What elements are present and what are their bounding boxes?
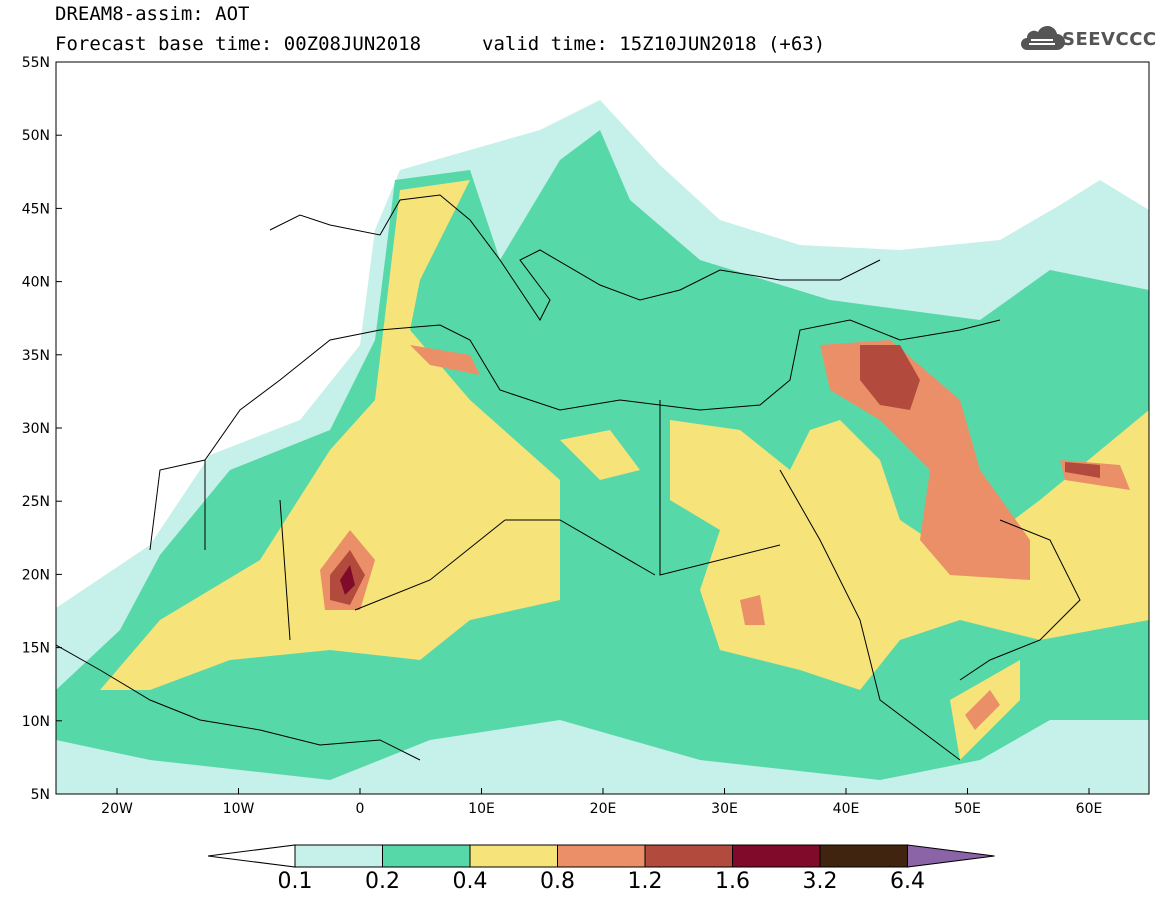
colorbar-high-arrow bbox=[907, 844, 995, 868]
lat-label: 50N bbox=[22, 128, 50, 144]
cloud-icon bbox=[1021, 25, 1065, 50]
colorbar-bin bbox=[819, 844, 908, 868]
lon-label: 20E bbox=[590, 801, 617, 817]
aot-field bbox=[56, 62, 1149, 794]
lon-label: 60E bbox=[1076, 801, 1103, 817]
lon-label: 10W bbox=[223, 801, 255, 817]
lat-label: 5N bbox=[31, 787, 50, 803]
colorbar-label: 1.2 bbox=[627, 869, 663, 894]
colorbar-low-arrow bbox=[207, 844, 296, 868]
lat-label: 15N bbox=[22, 641, 50, 657]
colorbar-bin bbox=[469, 844, 558, 868]
lat-label: 45N bbox=[22, 201, 50, 217]
colorbar-bin bbox=[382, 844, 471, 868]
coastlines bbox=[56, 194, 1081, 761]
lon-label: 30E bbox=[711, 801, 738, 817]
lat-label: 10N bbox=[22, 714, 50, 730]
colorbar-bin bbox=[557, 844, 646, 868]
lat-label: 55N bbox=[22, 55, 50, 71]
colorbar-label: 0.2 bbox=[365, 869, 400, 894]
map-title: DREAM8-assim: AOT bbox=[55, 3, 250, 25]
lon-label: 40E bbox=[833, 801, 860, 817]
colorbar-bin bbox=[644, 844, 733, 868]
logo-text: SEEVCCC bbox=[1062, 29, 1157, 50]
lat-label: 20N bbox=[22, 567, 50, 583]
lat-label: 30N bbox=[22, 421, 50, 437]
lon-label: 20W bbox=[101, 801, 133, 817]
lon-label: 0 bbox=[356, 801, 365, 817]
colorbar-label: 0.8 bbox=[540, 869, 575, 894]
lat-label: 25N bbox=[22, 494, 50, 510]
valid-time: valid time: 15Z10JUN2018 (+63) bbox=[482, 33, 826, 55]
colorbar bbox=[207, 844, 995, 868]
lon-label: 10E bbox=[468, 801, 495, 817]
colorbar-label: 1.6 bbox=[715, 869, 750, 894]
colorbar-label: 0.1 bbox=[277, 869, 313, 894]
lat-label: 35N bbox=[22, 348, 50, 364]
colorbar-label: 6.4 bbox=[890, 869, 925, 894]
lon-label: 50E bbox=[954, 801, 981, 817]
colorbar-bin bbox=[294, 844, 383, 868]
colorbar-bin bbox=[732, 844, 821, 868]
longitude-labels: 20W 10W 0 10E 20E 30E 40E 50E 60E bbox=[101, 788, 1102, 817]
colorbar-label: 3.2 bbox=[802, 869, 838, 894]
latitude-labels: 55N 50N 45N 40N 35N 30N 25N 20N 15N 10N 5N bbox=[22, 55, 62, 803]
lat-label: 40N bbox=[22, 275, 50, 291]
forecast-base-time: Forecast base time: 00Z08JUN2018 bbox=[55, 33, 422, 55]
colorbar-label: 0.4 bbox=[452, 869, 488, 894]
